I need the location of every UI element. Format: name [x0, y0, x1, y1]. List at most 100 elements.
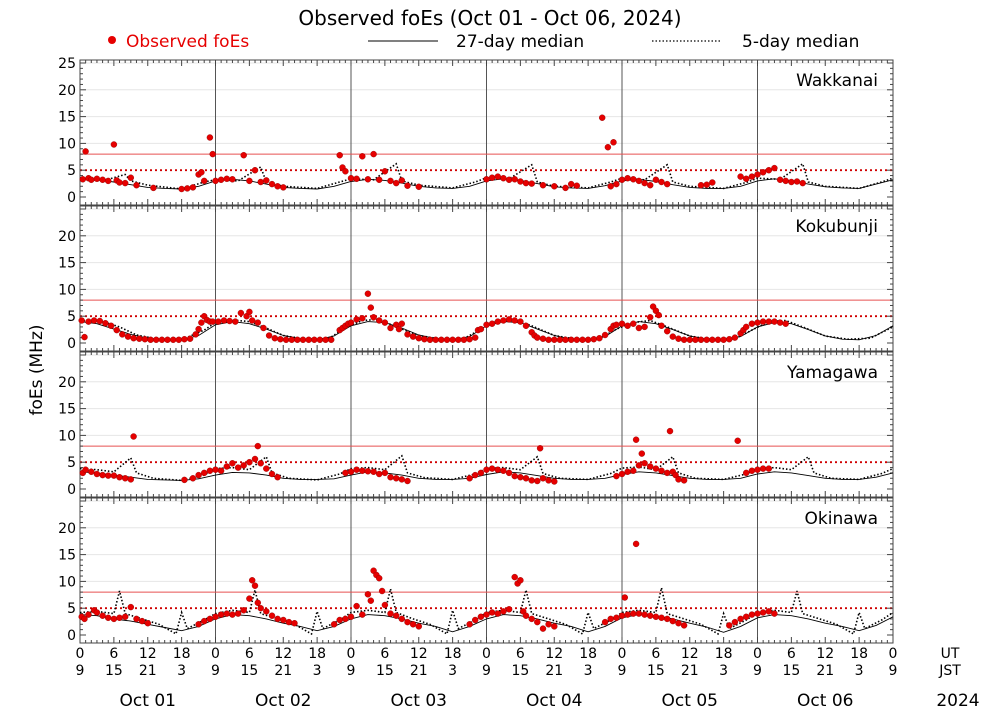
y-tick-label: 20 [58, 375, 76, 391]
observed-point [381, 168, 389, 175]
observed-point [195, 621, 202, 628]
observed-point [260, 324, 267, 332]
observed-point [217, 467, 225, 474]
observed-point [709, 336, 716, 343]
observed-point [511, 317, 518, 324]
observed-point [488, 320, 496, 327]
observed-point [517, 178, 524, 185]
observed-point [364, 290, 372, 297]
day-label: Oct 03 [391, 691, 447, 711]
legend-observed-label: Observed foEs [126, 32, 249, 52]
observed-point [79, 176, 87, 183]
observed-point [229, 460, 236, 467]
observed-point [246, 595, 253, 602]
observed-point [528, 615, 535, 623]
observed-point [169, 336, 177, 343]
observed-point [85, 318, 92, 325]
observed-point [184, 185, 191, 192]
ut-tick-label: 12 [410, 646, 428, 662]
observed-point [393, 612, 400, 619]
observed-point [316, 336, 324, 343]
observed-point [573, 336, 580, 343]
y-tick-label: 15 [58, 548, 76, 564]
observed-point [99, 471, 106, 479]
observed-point [596, 335, 603, 342]
jst-tick-label: 3 [313, 663, 322, 679]
observed-point [765, 465, 772, 472]
observed-point [511, 472, 518, 480]
y-tick-label: 15 [58, 402, 76, 418]
observed-point [144, 620, 152, 627]
y-tick-label: 10 [58, 282, 76, 298]
jst-tick-label: 3 [177, 663, 186, 679]
jst-tick-label: 3 [855, 663, 864, 679]
jst-tick-label: 9 [889, 663, 898, 679]
observed-point [590, 336, 597, 343]
observed-point [246, 459, 253, 466]
observed-point [263, 465, 270, 472]
observed-point [726, 622, 733, 629]
jst-tick-label: 9 [76, 663, 85, 679]
observed-point [398, 615, 405, 623]
observed-point [613, 180, 620, 188]
observed-point [398, 320, 405, 327]
observed-point [246, 177, 253, 185]
observed-point [647, 612, 654, 619]
jst-tick-label: 3 [448, 663, 457, 679]
observed-point [635, 610, 643, 617]
observed-point [528, 180, 535, 187]
observed-point [652, 176, 660, 184]
observed-point [141, 336, 149, 343]
ut-tick-label: 0 [482, 646, 491, 662]
ut-tick-label: 6 [516, 646, 525, 662]
observed-point [641, 179, 648, 187]
observed-point [669, 333, 676, 340]
observed-point [198, 319, 205, 326]
observed-point [282, 336, 290, 343]
observed-point [505, 606, 513, 613]
observed-point [254, 599, 261, 606]
observed-point [511, 176, 518, 183]
observed-point [274, 474, 281, 481]
observed-point [652, 613, 660, 620]
observed-point [138, 617, 146, 625]
observed-point [635, 462, 643, 469]
observed-point [404, 331, 411, 338]
observed-point [472, 471, 479, 479]
observed-point [624, 322, 631, 329]
observed-point [460, 336, 468, 343]
observed-point [234, 464, 242, 471]
jst-tick-label: 9 [211, 663, 220, 679]
y-tick-label: 10 [58, 428, 76, 444]
observed-point [200, 177, 208, 185]
ut-tick-label: 6 [787, 646, 796, 662]
observed-point [96, 317, 104, 325]
observed-point [359, 467, 366, 474]
observed-point [675, 476, 682, 483]
observed-point [754, 171, 761, 178]
observed-point [387, 610, 394, 617]
observed-point [632, 540, 640, 548]
observed-point [505, 316, 513, 323]
jst-tick-label: 15 [782, 663, 800, 679]
observed-point [505, 469, 513, 477]
observed-point [342, 615, 349, 623]
observed-point [305, 336, 312, 343]
jst-tick-label: 9 [482, 663, 491, 679]
observed-point [551, 183, 558, 190]
observed-point [81, 615, 88, 623]
observed-point [635, 177, 643, 185]
jst-tick-label: 21 [545, 663, 563, 679]
observed-point [353, 175, 360, 183]
observed-point [731, 334, 739, 341]
observed-point [488, 609, 496, 616]
observed-point [280, 184, 287, 191]
observed-point [534, 618, 541, 626]
ut-tick-label: 6 [109, 646, 118, 662]
observed-point [381, 601, 389, 609]
observed-point [415, 335, 422, 342]
ut-tick-label: 12 [545, 646, 563, 662]
observed-point [150, 184, 157, 192]
jst-tick-label: 15 [240, 663, 258, 679]
observed-point [198, 169, 205, 176]
